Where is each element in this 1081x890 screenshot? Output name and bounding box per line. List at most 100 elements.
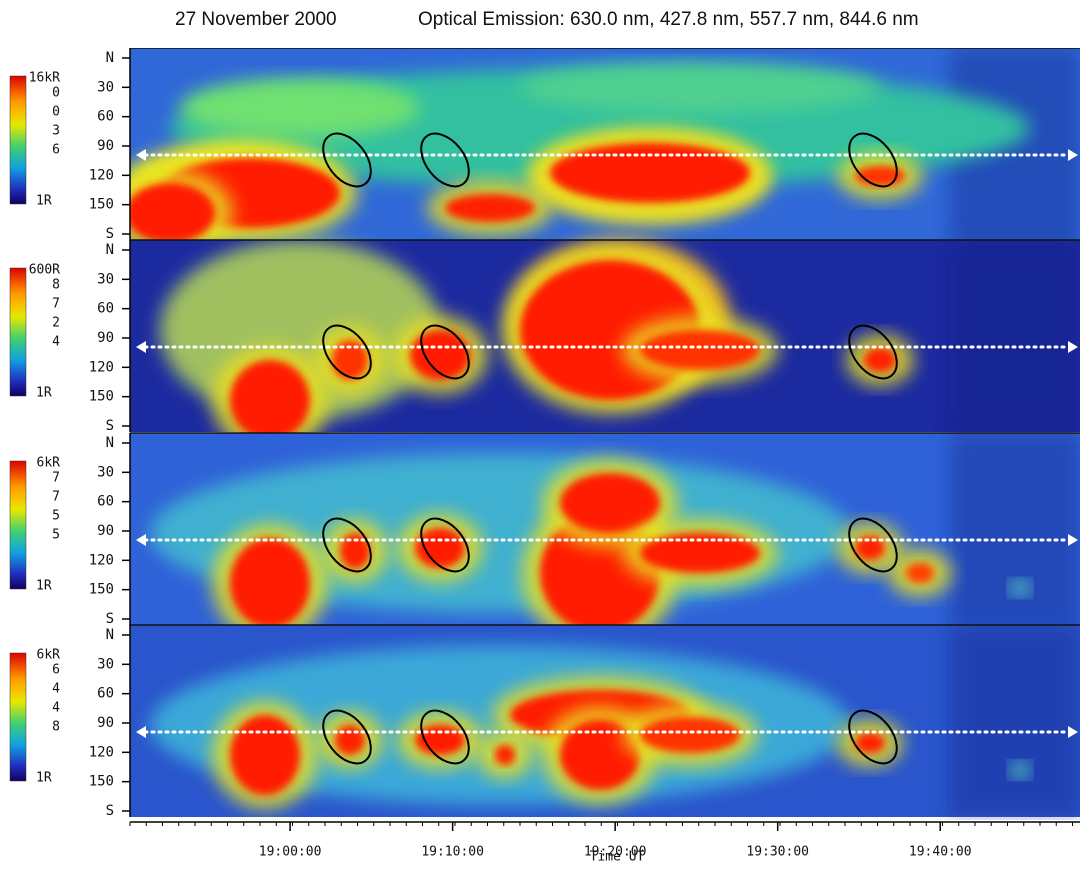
y-tick-label: 90	[97, 138, 114, 154]
highlight-circle	[420, 132, 470, 188]
emission	[855, 733, 885, 753]
y-tick-label: 120	[89, 359, 114, 375]
emission	[560, 720, 640, 790]
emission	[415, 528, 465, 568]
colorbar-label: 2	[52, 316, 60, 331]
colorbar-label: 4	[52, 335, 60, 350]
y-tick-label: S	[106, 611, 114, 627]
emission	[906, 563, 934, 583]
colorbar	[9, 267, 27, 397]
colorbar-label: 8	[52, 720, 60, 735]
highlight-circle	[322, 709, 372, 765]
y-tick-label: S	[106, 803, 114, 819]
emission	[445, 194, 535, 222]
highlight-circle	[322, 132, 372, 188]
arrow-head	[1068, 726, 1078, 738]
y-tick-label: 120	[89, 167, 114, 183]
emission	[332, 340, 368, 380]
highlight-circle	[848, 709, 898, 765]
colorbar-label: 1R	[36, 579, 52, 594]
colorbar-label: 4	[52, 701, 60, 716]
highlight-circle	[322, 517, 372, 573]
colorbar-label: 16kR	[29, 71, 60, 86]
colorbar-label: 6kR	[37, 456, 61, 471]
colorbar-label: 4	[52, 682, 60, 697]
emission	[230, 360, 310, 440]
emission	[520, 63, 880, 113]
title-emission: Optical Emission: 630.0 nm, 427.8 nm, 55…	[418, 9, 919, 30]
colorbar-label: 0	[52, 105, 60, 120]
emission	[640, 330, 760, 370]
axes: 16kR00361RN306090120150S600R87241RN30609…	[9, 48, 1080, 860]
x-tick-label: 19:10:00	[421, 845, 484, 860]
colorbar-label: 6	[52, 143, 60, 158]
colorbar-label: 600R	[29, 263, 60, 278]
y-tick-label: 60	[97, 494, 114, 510]
x-tick-label: 19:20:00	[584, 845, 647, 860]
y-tick-label: 90	[97, 523, 114, 539]
colorbar-label: 5	[52, 528, 60, 543]
colorbar-label: 6	[52, 663, 60, 678]
y-tick-label: 30	[97, 464, 114, 480]
emission	[1010, 762, 1030, 778]
dark-edge	[950, 240, 1080, 432]
y-tick-label: 90	[97, 715, 114, 731]
colorbar-label: 7	[52, 297, 60, 312]
y-tick-label: 30	[97, 79, 114, 95]
highlight-circle	[420, 517, 470, 573]
y-tick-label: 60	[97, 301, 114, 317]
emission	[230, 538, 310, 628]
highlight-circle	[420, 709, 470, 765]
arrow-head	[136, 726, 146, 738]
colorbar	[9, 460, 27, 590]
y-tick-label: 120	[89, 744, 114, 760]
highlight-circle	[322, 324, 372, 380]
arrow-head	[1068, 341, 1078, 353]
title-date: 27 November 2000	[175, 9, 337, 30]
y-tick-label: 30	[97, 271, 114, 287]
emission	[415, 725, 465, 755]
x-tick-label: 19:40:00	[909, 845, 972, 860]
dark-edge	[950, 625, 1080, 817]
y-tick-label: 120	[89, 552, 114, 568]
emission	[1010, 580, 1030, 596]
y-tick-label: 90	[97, 330, 114, 346]
colorbar-label: 7	[52, 471, 60, 486]
colorbar-label: 3	[52, 124, 60, 139]
y-tick-label: N	[106, 50, 114, 66]
colorbar-label: 6kR	[37, 648, 61, 663]
colorbar-label: 1R	[36, 194, 52, 209]
arrow-head	[136, 149, 146, 161]
colorbar-label: 0	[52, 86, 60, 101]
arrow-head	[136, 341, 146, 353]
y-tick-label: 60	[97, 109, 114, 125]
y-tick-label: S	[106, 226, 114, 242]
highlight-circle	[848, 132, 898, 188]
x-tick-label: 19:00:00	[259, 845, 322, 860]
emission	[230, 715, 300, 795]
y-tick-label: S	[106, 418, 114, 434]
colorbar-label: 7	[52, 490, 60, 505]
y-tick-label: N	[106, 435, 114, 451]
emission	[180, 78, 420, 138]
y-tick-label: 150	[89, 389, 114, 405]
y-tick-label: 150	[89, 197, 114, 213]
emission	[855, 536, 885, 560]
keogram-images	[130, 48, 1080, 817]
arrow-head	[1068, 149, 1078, 161]
emission	[560, 473, 660, 533]
y-tick-label: 150	[89, 582, 114, 598]
arrow-head	[136, 534, 146, 546]
colorbar	[9, 652, 27, 782]
dark-edge	[950, 433, 1080, 625]
highlight-circle	[848, 324, 898, 380]
y-tick-label: 60	[97, 686, 114, 702]
arrow-head	[1068, 534, 1078, 546]
colorbar	[9, 75, 27, 205]
y-tick-label: 30	[97, 656, 114, 672]
emission	[130, 183, 215, 243]
y-tick-label: N	[106, 242, 114, 258]
highlight-circle	[848, 517, 898, 573]
emission	[410, 330, 470, 380]
x-tick-label: 19:30:00	[746, 845, 809, 860]
